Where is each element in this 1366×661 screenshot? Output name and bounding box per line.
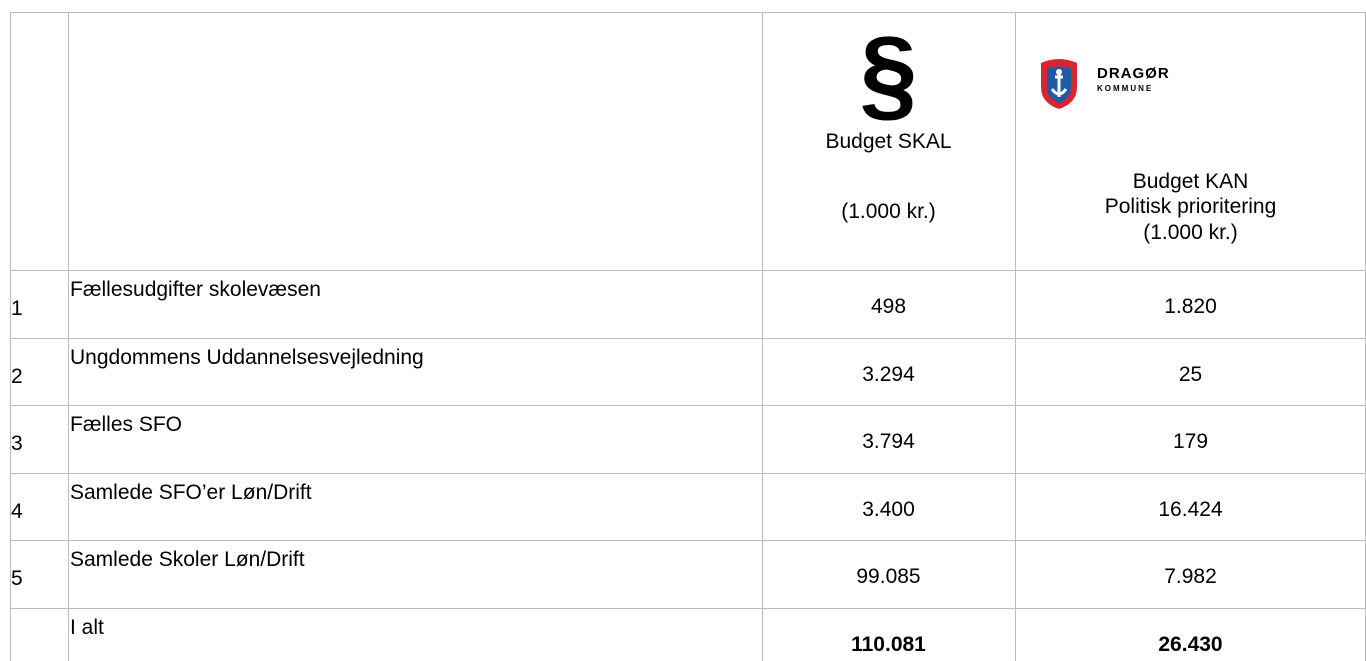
- row-number: 3: [11, 432, 23, 455]
- column-unit: (1.000 kr.): [841, 200, 936, 223]
- row-label: Samlede Skoler Løn/Drift: [70, 548, 305, 571]
- skal-value: 3.400: [862, 497, 915, 521]
- kan-value: 179: [1172, 430, 1209, 453]
- skal-value: 99.085: [856, 565, 921, 588]
- kan-value: 1.820: [1164, 295, 1217, 318]
- skal-value: 498: [870, 295, 907, 318]
- row-border: [10, 540, 1366, 541]
- row-border: [10, 607, 1366, 609]
- column-border: [1015, 12, 1016, 661]
- column-border: [10, 12, 11, 661]
- row-label: Fællesudgifter skolevæsen: [70, 278, 321, 301]
- column-header: Budget SKAL: [825, 130, 952, 153]
- kan-value: 25: [1178, 362, 1203, 386]
- skal-value: 3.794: [862, 430, 915, 453]
- row-border: [10, 472, 1366, 474]
- row-number: 1: [11, 297, 23, 320]
- column-border: [762, 12, 763, 661]
- row-label: Ungdommens Uddannelsesvejledning: [70, 345, 424, 369]
- row-label: Fælles SFO: [70, 413, 183, 436]
- logo-shield: [1041, 59, 1077, 109]
- total-label: I alt: [70, 615, 104, 639]
- skal-total: 110.081: [851, 632, 926, 656]
- row-number: 2: [11, 364, 23, 388]
- column-subheader: Politisk prioritering: [1104, 195, 1277, 218]
- row-border: [10, 337, 1366, 339]
- row-number: 4: [11, 499, 23, 523]
- column-unit: (1.000 kr.): [1143, 221, 1238, 244]
- logo-sub: KOMMUNE: [1097, 84, 1154, 93]
- row-number: 5: [11, 567, 23, 590]
- skal-value: 3.294: [862, 362, 915, 386]
- column-header: Budget KAN: [1132, 170, 1249, 193]
- logo-name: DRAGØR: [1097, 65, 1170, 82]
- kan-value: 16.424: [1158, 497, 1223, 521]
- kan-total: 26.430: [1158, 632, 1223, 656]
- row-border: [10, 270, 1366, 271]
- paragraph-symbol: §: [859, 16, 918, 132]
- row-border: [10, 12, 1366, 13]
- kan-value: 7.982: [1164, 565, 1217, 588]
- column-border: [68, 12, 69, 661]
- row-border: [10, 405, 1366, 406]
- row-label: Samlede SFO’er Løn/Drift: [70, 480, 312, 504]
